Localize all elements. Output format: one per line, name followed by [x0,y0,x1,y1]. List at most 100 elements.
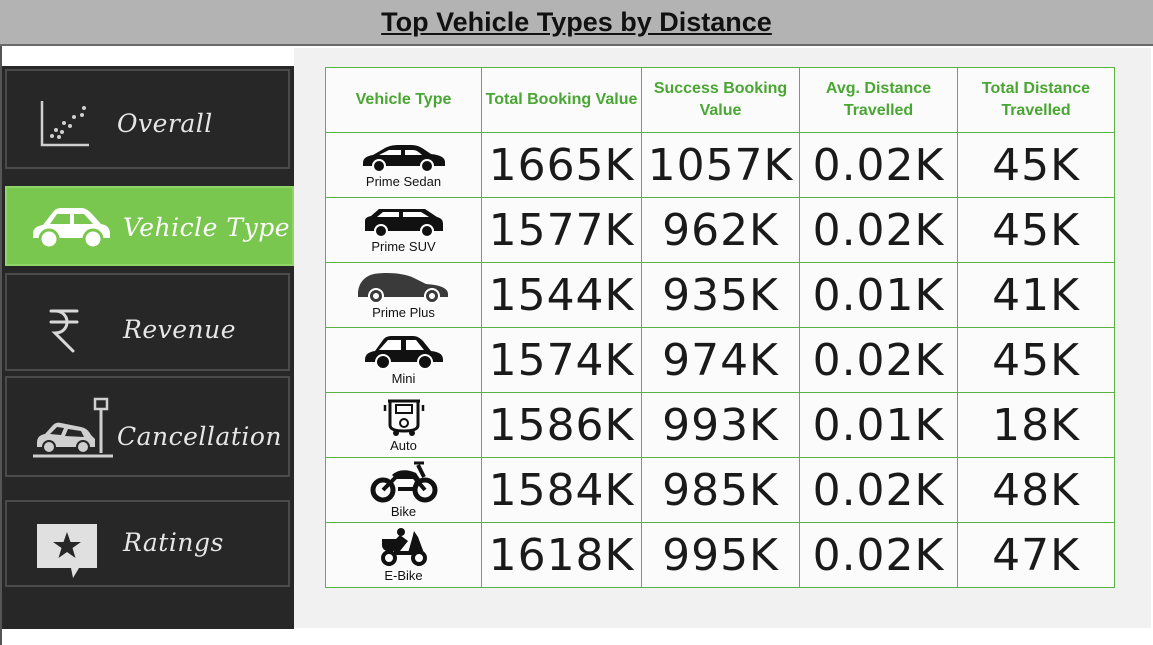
avg-distance-cell: 0.02K [799,197,958,263]
vehicle-name: Prime SUV [371,239,436,254]
success-booking-value: 985K [662,464,779,516]
success-booking-value: 993K [662,399,779,451]
vehicle-cell: Auto [325,392,482,458]
vehicle-cell: Prime Plus [325,262,482,328]
total-booking-value: 1544K [488,269,635,321]
sidebar-item-label: Cancellation [117,422,283,451]
column-header-total-booking: Total Booking Value [481,67,642,133]
motorbike-icon [370,461,437,503]
vehicle-name: E-Bike [384,568,423,583]
table-row: Prime Plus 1544K 935K 0.01K 41K [325,262,1115,328]
car-icon [33,208,110,250]
avg-distance-value: 0.02K [812,334,945,386]
mini-car-icon [364,336,443,370]
total-distance-value: 45K [992,334,1080,386]
avg-distance-value: 0.02K [812,139,945,191]
star-chat-icon [37,524,97,578]
total-booking-cell: 1584K [481,457,642,523]
total-booking-cell: 1618K [481,522,642,588]
success-booking-value: 1057K [647,139,794,191]
sidebar-item-label: Ratings [123,528,224,557]
page-title: Top Vehicle Types by Distance [381,6,772,37]
column-header-total-distance: Total Distance Travelled [957,67,1115,133]
total-booking-cell: 1665K [481,132,642,198]
column-header-vehicle-type: Vehicle Type [325,67,482,133]
success-booking-value: 935K [662,269,779,321]
sidebar-item-label: Overall [117,109,213,138]
vehicle-name: Prime Sedan [365,174,442,189]
success-booking-cell: 995K [641,522,800,588]
vehicle-name: Mini [391,371,416,386]
avg-distance-cell: 0.02K [799,457,958,523]
vehicle-name: Auto [390,438,417,453]
total-booking-value: 1574K [488,334,635,386]
sidebar-item-revenue[interactable]: Revenue [5,273,290,371]
total-distance-value: 45K [992,204,1080,256]
total-distance-cell: 18K [957,392,1115,458]
total-booking-value: 1618K [488,529,635,581]
success-booking-value: 995K [662,529,779,581]
vehicle-name: Prime Plus [372,305,435,320]
success-booking-cell: 985K [641,457,800,523]
total-distance-value: 48K [992,464,1080,516]
scatter-chart-icon [40,101,89,147]
total-booking-value: 1586K [488,399,635,451]
total-booking-cell: 1574K [481,327,642,393]
sidebar-item-cancellation[interactable]: Cancellation [5,376,290,477]
success-booking-cell: 1057K [641,132,800,198]
title-bar: Top Vehicle Types by Distance [0,0,1153,46]
avg-distance-value: 0.02K [812,529,945,581]
rupee-icon [49,309,79,353]
avg-distance-cell: 0.01K [799,262,958,328]
vehicle-cell: Mini [325,327,482,393]
hatchback-icon [357,273,448,304]
table-row: Auto 1586K 993K 0.01K 18K [325,392,1115,458]
sidebar-item-label: Vehicle Type [123,213,290,242]
table-header-row: Vehicle Type Total Booking Value Success… [325,67,1115,133]
car-crash-icon [33,397,113,458]
window-left-edge [0,0,2,645]
sedan-icon [362,145,445,173]
total-distance-value: 47K [992,529,1080,581]
vehicle-cell: E-Bike [325,522,482,588]
success-booking-cell: 974K [641,327,800,393]
total-distance-cell: 47K [957,522,1115,588]
table-row: Prime Sedan 1665K 1057K 0.02K 45K [325,132,1115,198]
total-booking-value: 1665K [488,139,635,191]
auto-rickshaw-icon [383,399,424,436]
success-booking-cell: 962K [641,197,800,263]
total-distance-value: 41K [992,269,1080,321]
vehicle-cell: Bike [325,457,482,523]
suv-icon [364,209,443,238]
table-row: E-Bike 1618K 995K 0.02K 47K [325,522,1115,588]
avg-distance-cell: 0.01K [799,392,958,458]
total-booking-cell: 1586K [481,392,642,458]
avg-distance-cell: 0.02K [799,522,958,588]
success-booking-value: 974K [662,334,779,386]
sidebar-item-ratings[interactable]: Ratings [5,500,290,587]
sidebar: Overall Vehicle Type Revenue Cancellatio… [2,66,294,629]
avg-distance-value: 0.01K [812,399,945,451]
total-booking-value: 1577K [488,204,635,256]
sidebar-item-label: Revenue [123,315,237,344]
total-distance-cell: 48K [957,457,1115,523]
column-header-success-booking: Success Booking Value [641,67,800,133]
success-booking-cell: 993K [641,392,800,458]
total-booking-value: 1584K [488,464,635,516]
success-booking-value: 962K [662,204,779,256]
vehicle-name: Bike [390,504,417,519]
total-distance-cell: 41K [957,262,1115,328]
total-booking-cell: 1577K [481,197,642,263]
avg-distance-value: 0.01K [812,269,945,321]
total-distance-cell: 45K [957,197,1115,263]
avg-distance-cell: 0.02K [799,132,958,198]
vehicle-cell: Prime Sedan [325,132,482,198]
table-row: Bike 1584K 985K 0.02K 48K [325,457,1115,523]
total-distance-value: 45K [992,139,1080,191]
table-row: Prime SUV 1577K 962K 0.02K 45K [325,197,1115,263]
vehicle-cell: Prime SUV [325,197,482,263]
sidebar-item-vehicle-type[interactable]: Vehicle Type [5,186,294,266]
total-distance-value: 18K [992,399,1080,451]
sidebar-item-overall[interactable]: Overall [5,69,290,169]
table-row: Mini 1574K 974K 0.02K 45K [325,327,1115,393]
